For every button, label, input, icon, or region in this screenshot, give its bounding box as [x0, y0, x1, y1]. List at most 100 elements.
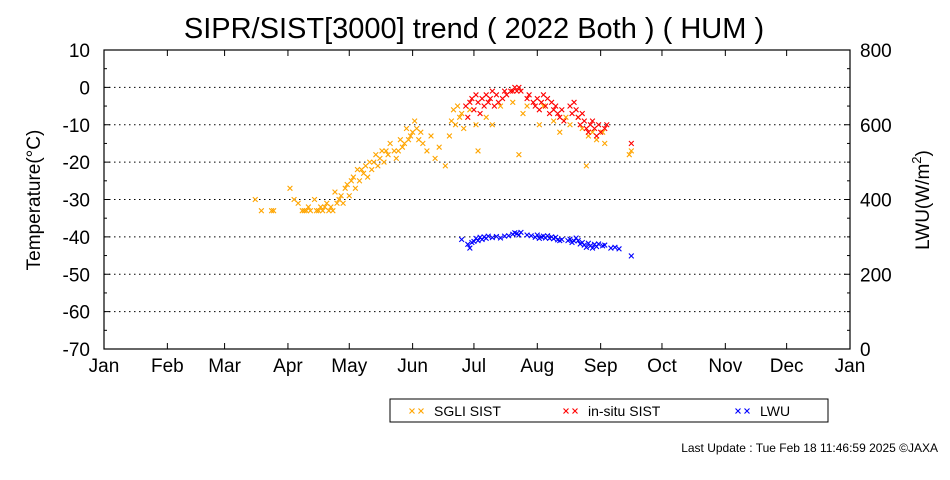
data-point	[334, 200, 340, 207]
data-point	[475, 148, 481, 154]
y2-tick-label: 400	[860, 191, 892, 212]
data-point	[350, 174, 357, 180]
data-point	[514, 88, 520, 94]
series-0	[252, 99, 635, 214]
data-point	[626, 151, 633, 158]
data-point	[589, 118, 596, 124]
data-point	[354, 166, 361, 173]
x-tick-label: Dec	[770, 356, 804, 377]
data-point	[550, 118, 557, 124]
y2-axis-label-end: )	[913, 150, 934, 156]
data-point	[516, 84, 522, 91]
data-point	[616, 246, 622, 252]
data-point	[536, 107, 543, 113]
data-point	[338, 192, 344, 199]
last-update-text: Last Update : Tue Feb 18 11:46:59 2025 ©…	[681, 441, 938, 455]
y2-axis-label-main: LWU(W/m	[913, 164, 934, 250]
legend-marker	[409, 408, 415, 414]
legend-entries: SGLI SIST in-situ SIST LWU	[409, 403, 790, 419]
y2-tick-labels: 800 600 400 200 0	[860, 41, 892, 361]
series-2	[458, 229, 635, 259]
data-point	[305, 204, 312, 210]
data-point	[485, 99, 492, 106]
data-point	[601, 140, 608, 147]
data-point	[403, 125, 410, 132]
data-point	[366, 159, 373, 165]
data-marks	[252, 84, 635, 259]
data-point	[393, 155, 400, 162]
data-point	[258, 207, 265, 214]
data-point	[317, 204, 324, 210]
data-point	[432, 155, 438, 162]
x-tick-label: Jun	[397, 356, 428, 377]
data-point	[352, 185, 359, 192]
legend-marker	[744, 408, 750, 414]
legend-label: in-situ SIST	[588, 403, 661, 419]
data-point	[473, 92, 479, 98]
data-point	[583, 244, 590, 251]
data-point	[467, 99, 473, 106]
legend-marker	[572, 408, 578, 414]
x-tick-label: Jul	[462, 356, 486, 377]
data-point	[518, 88, 524, 94]
y-tick-label: -60	[63, 303, 90, 324]
data-point	[399, 144, 406, 150]
y-tick-label: -70	[63, 340, 90, 361]
legend-entry-1: in-situ SIST	[563, 403, 661, 419]
data-point	[497, 235, 504, 241]
plot-frame	[103, 49, 851, 350]
data-point	[303, 207, 310, 214]
data-point	[348, 178, 355, 184]
chart-title: SIPR/SIST[3000] trend ( 2022 Both ) ( HU…	[184, 13, 764, 45]
data-point	[567, 236, 573, 242]
data-point	[483, 114, 489, 121]
data-point	[268, 207, 275, 214]
data-point	[501, 88, 508, 94]
data-point	[452, 121, 459, 128]
data-point	[528, 232, 534, 239]
data-point	[489, 234, 496, 241]
x-tick-label: Aug	[520, 356, 554, 377]
data-point	[381, 159, 387, 165]
y-tick-label: -30	[63, 191, 90, 212]
data-point	[467, 245, 473, 251]
data-point	[524, 95, 530, 102]
data-point	[628, 148, 635, 154]
data-point	[458, 110, 465, 117]
legend-marker	[735, 408, 741, 414]
data-point	[520, 110, 526, 117]
data-point	[340, 200, 346, 207]
data-point	[595, 241, 602, 247]
data-point	[332, 189, 338, 195]
data-point	[270, 207, 277, 214]
data-point	[424, 148, 430, 154]
data-point	[428, 133, 434, 139]
y-tick-label: -20	[63, 153, 90, 174]
data-point	[315, 207, 322, 214]
data-point	[477, 110, 483, 117]
data-point	[487, 95, 494, 102]
data-point	[405, 136, 412, 143]
y2-tick-label: 600	[860, 116, 892, 137]
x-tick-labels: Jan Feb Mar Apr May Jun Jul Aug Sep Oct Nov Dec Jan	[89, 356, 866, 377]
y-tick-label: -10	[63, 116, 90, 137]
legend-label: SGLI SIST	[434, 403, 501, 419]
x-tick-label: Jan	[835, 356, 866, 377]
legend: SGLI SIST in-situ SIST LWU	[389, 398, 829, 423]
data-point	[581, 118, 588, 124]
data-point	[556, 129, 563, 136]
data-point	[442, 163, 449, 169]
data-point	[456, 114, 463, 121]
data-point	[385, 151, 391, 158]
data-point	[356, 178, 363, 184]
data-point	[252, 196, 259, 203]
data-point	[493, 92, 500, 98]
data-point	[328, 204, 334, 210]
data-point	[311, 196, 318, 203]
data-point	[471, 107, 477, 113]
data-point	[561, 118, 567, 124]
legend-box	[389, 398, 829, 423]
data-point	[460, 125, 467, 132]
data-point	[601, 242, 608, 248]
data-point	[465, 241, 471, 248]
